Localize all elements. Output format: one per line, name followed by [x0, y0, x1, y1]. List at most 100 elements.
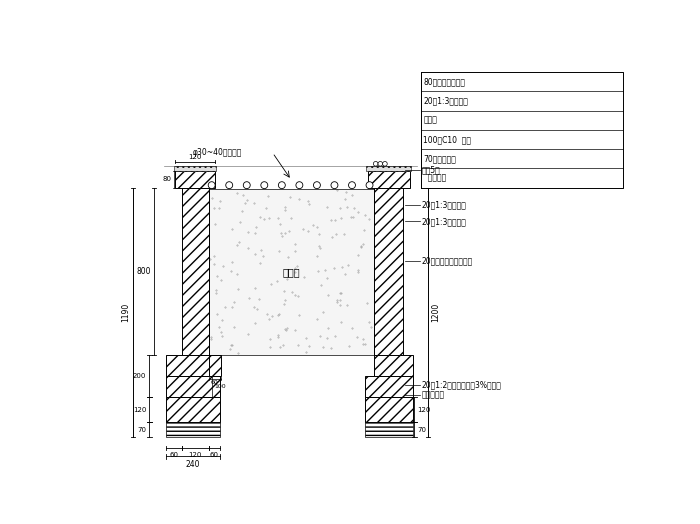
Point [313, 242, 324, 250]
Point [314, 244, 326, 253]
Point [210, 288, 221, 297]
Point [286, 214, 297, 223]
Point [256, 245, 267, 254]
Point [312, 252, 323, 260]
Point [278, 287, 289, 296]
Point [249, 319, 260, 328]
Circle shape [261, 182, 268, 189]
Point [216, 316, 228, 324]
Bar [367, 424, 411, 435]
Bar [374, 188, 403, 355]
Point [312, 314, 323, 323]
Point [231, 241, 242, 249]
Text: 200: 200 [133, 374, 146, 379]
Point [331, 298, 342, 306]
Point [293, 341, 304, 350]
Circle shape [226, 182, 232, 189]
Bar [368, 171, 409, 188]
Point [272, 277, 283, 285]
Point [357, 340, 368, 348]
Point [341, 188, 352, 196]
Text: 240: 240 [186, 460, 200, 469]
Point [352, 208, 363, 216]
Point [243, 244, 254, 252]
Text: 120: 120 [417, 407, 430, 413]
Point [338, 230, 349, 238]
Point [342, 203, 353, 212]
Point [250, 228, 261, 237]
Point [325, 216, 336, 224]
Point [229, 298, 240, 307]
Point [355, 242, 366, 250]
Point [303, 342, 314, 351]
Point [255, 258, 266, 267]
Point [342, 301, 353, 309]
Text: 60: 60 [169, 452, 178, 458]
Text: 20厚1:3水泥砂浆: 20厚1:3水泥砂浆 [422, 217, 467, 226]
Point [214, 204, 225, 212]
Text: 80: 80 [162, 177, 172, 182]
Text: 70厚碎石垫层: 70厚碎石垫层 [424, 154, 456, 163]
Text: 80厚五莲花花岗岩: 80厚五莲花花岗岩 [424, 77, 466, 86]
Point [291, 261, 302, 270]
Bar [167, 355, 209, 376]
Point [289, 290, 300, 299]
Point [284, 193, 295, 202]
Circle shape [383, 161, 387, 166]
Circle shape [244, 182, 250, 189]
Point [262, 309, 273, 318]
Text: 防防5层: 防防5层 [422, 165, 440, 174]
Point [244, 293, 255, 302]
Point [232, 349, 244, 357]
Bar [174, 167, 216, 171]
Point [352, 268, 363, 276]
Point [241, 196, 252, 204]
Point [237, 207, 248, 215]
Point [211, 310, 223, 318]
Point [282, 323, 293, 332]
Point [234, 217, 245, 226]
Point [277, 341, 288, 350]
Point [314, 230, 325, 238]
Point [318, 308, 329, 316]
Point [267, 312, 278, 320]
Bar [367, 167, 411, 171]
Text: 100厚C10  垫层: 100厚C10 垫层 [424, 135, 471, 144]
Point [224, 345, 235, 354]
Bar [167, 397, 220, 422]
Point [226, 302, 237, 311]
Text: 120: 120 [188, 452, 202, 458]
Point [328, 264, 339, 272]
Point [248, 303, 260, 312]
Point [321, 202, 332, 211]
Point [216, 332, 228, 341]
Point [321, 274, 332, 282]
Point [359, 340, 370, 348]
Point [232, 270, 243, 279]
Point [265, 335, 276, 343]
Text: 砖砌体: 砖砌体 [424, 116, 438, 125]
Point [226, 340, 237, 348]
Point [251, 223, 262, 231]
Point [330, 230, 342, 238]
Point [353, 266, 364, 274]
Point [206, 194, 218, 202]
Point [232, 189, 243, 197]
Point [349, 204, 360, 213]
Point [220, 302, 231, 311]
Point [209, 220, 220, 228]
Point [279, 203, 290, 212]
Point [346, 324, 358, 333]
Point [318, 343, 329, 352]
Point [274, 343, 285, 351]
Point [337, 263, 348, 271]
Point [212, 271, 223, 280]
Point [272, 311, 284, 319]
Bar [167, 376, 220, 397]
Point [322, 323, 333, 332]
Circle shape [296, 182, 303, 189]
Text: 120: 120 [188, 154, 202, 160]
Point [361, 299, 372, 307]
Point [363, 215, 374, 223]
Point [273, 247, 284, 255]
